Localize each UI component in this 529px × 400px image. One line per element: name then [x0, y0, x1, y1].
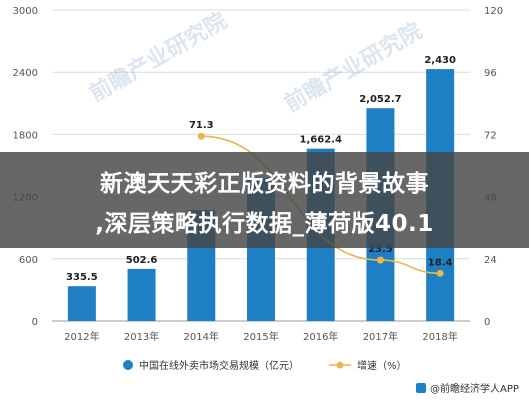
bar-data-label: 2,430 — [424, 55, 456, 66]
legend-line-label: 增速（%） — [357, 359, 407, 372]
bar-data-label: 1,662.4 — [300, 135, 342, 146]
y-left-tick-label: 600 — [19, 255, 38, 266]
overlay-title-line1: 新澳天天彩正版资料的背景故事 — [100, 171, 429, 197]
legend-bar-marker — [123, 360, 133, 370]
bar — [67, 286, 96, 321]
y-left-tick-label: 3000 — [13, 6, 38, 17]
growth-point — [376, 256, 384, 264]
bar-data-label: 335.5 — [66, 272, 98, 283]
bar-data-label: 2,052.7 — [359, 94, 401, 105]
qianzhan-logo-icon — [416, 383, 426, 393]
x-tick-label: 2017年 — [363, 330, 398, 343]
x-tick-label: 2012年 — [64, 330, 99, 343]
bar — [127, 268, 156, 321]
watermark: 前瞻产业研究院 — [280, 18, 426, 118]
x-tick-label: 2015年 — [243, 330, 278, 343]
legend-bar-label: 中国在线外卖市场交易规模（亿元） — [139, 359, 299, 372]
source-text: @前瞻经济学人APP — [430, 382, 519, 395]
x-tick-label: 2016年 — [303, 330, 338, 343]
growth-data-label: 71.3 — [189, 120, 214, 131]
growth-data-label: 23.5 — [368, 244, 393, 255]
y-left-tick-label: 2400 — [13, 68, 38, 79]
growth-point — [436, 269, 444, 277]
watermark: 前瞻产业研究院 — [85, 8, 231, 108]
title-overlay: 新澳天天彩正版资料的背景故事 ,深层策略执行数据_薄荷版40.1 — [0, 152, 529, 248]
y-right-tick-label: 24 — [484, 255, 497, 266]
x-tick-label: 2018年 — [422, 330, 457, 343]
growth-point — [197, 132, 205, 140]
y-right-tick-label: 96 — [484, 68, 497, 79]
overlay-title-line2: ,深层策略执行数据_薄荷版40.1 — [95, 211, 434, 237]
y-right-tick-label: 120 — [484, 6, 503, 17]
x-tick-label: 2013年 — [124, 330, 159, 343]
growth-data-label: 18.4 — [428, 257, 453, 268]
legend-line-dot — [336, 361, 344, 369]
y-right-tick-label: 0 — [484, 317, 490, 328]
y-right-tick-label: 72 — [484, 130, 497, 141]
y-left-tick-label: 1800 — [13, 130, 38, 141]
x-tick-label: 2014年 — [184, 330, 219, 343]
bar-data-label: 502.6 — [126, 255, 158, 266]
y-left-tick-label: 0 — [32, 317, 38, 328]
